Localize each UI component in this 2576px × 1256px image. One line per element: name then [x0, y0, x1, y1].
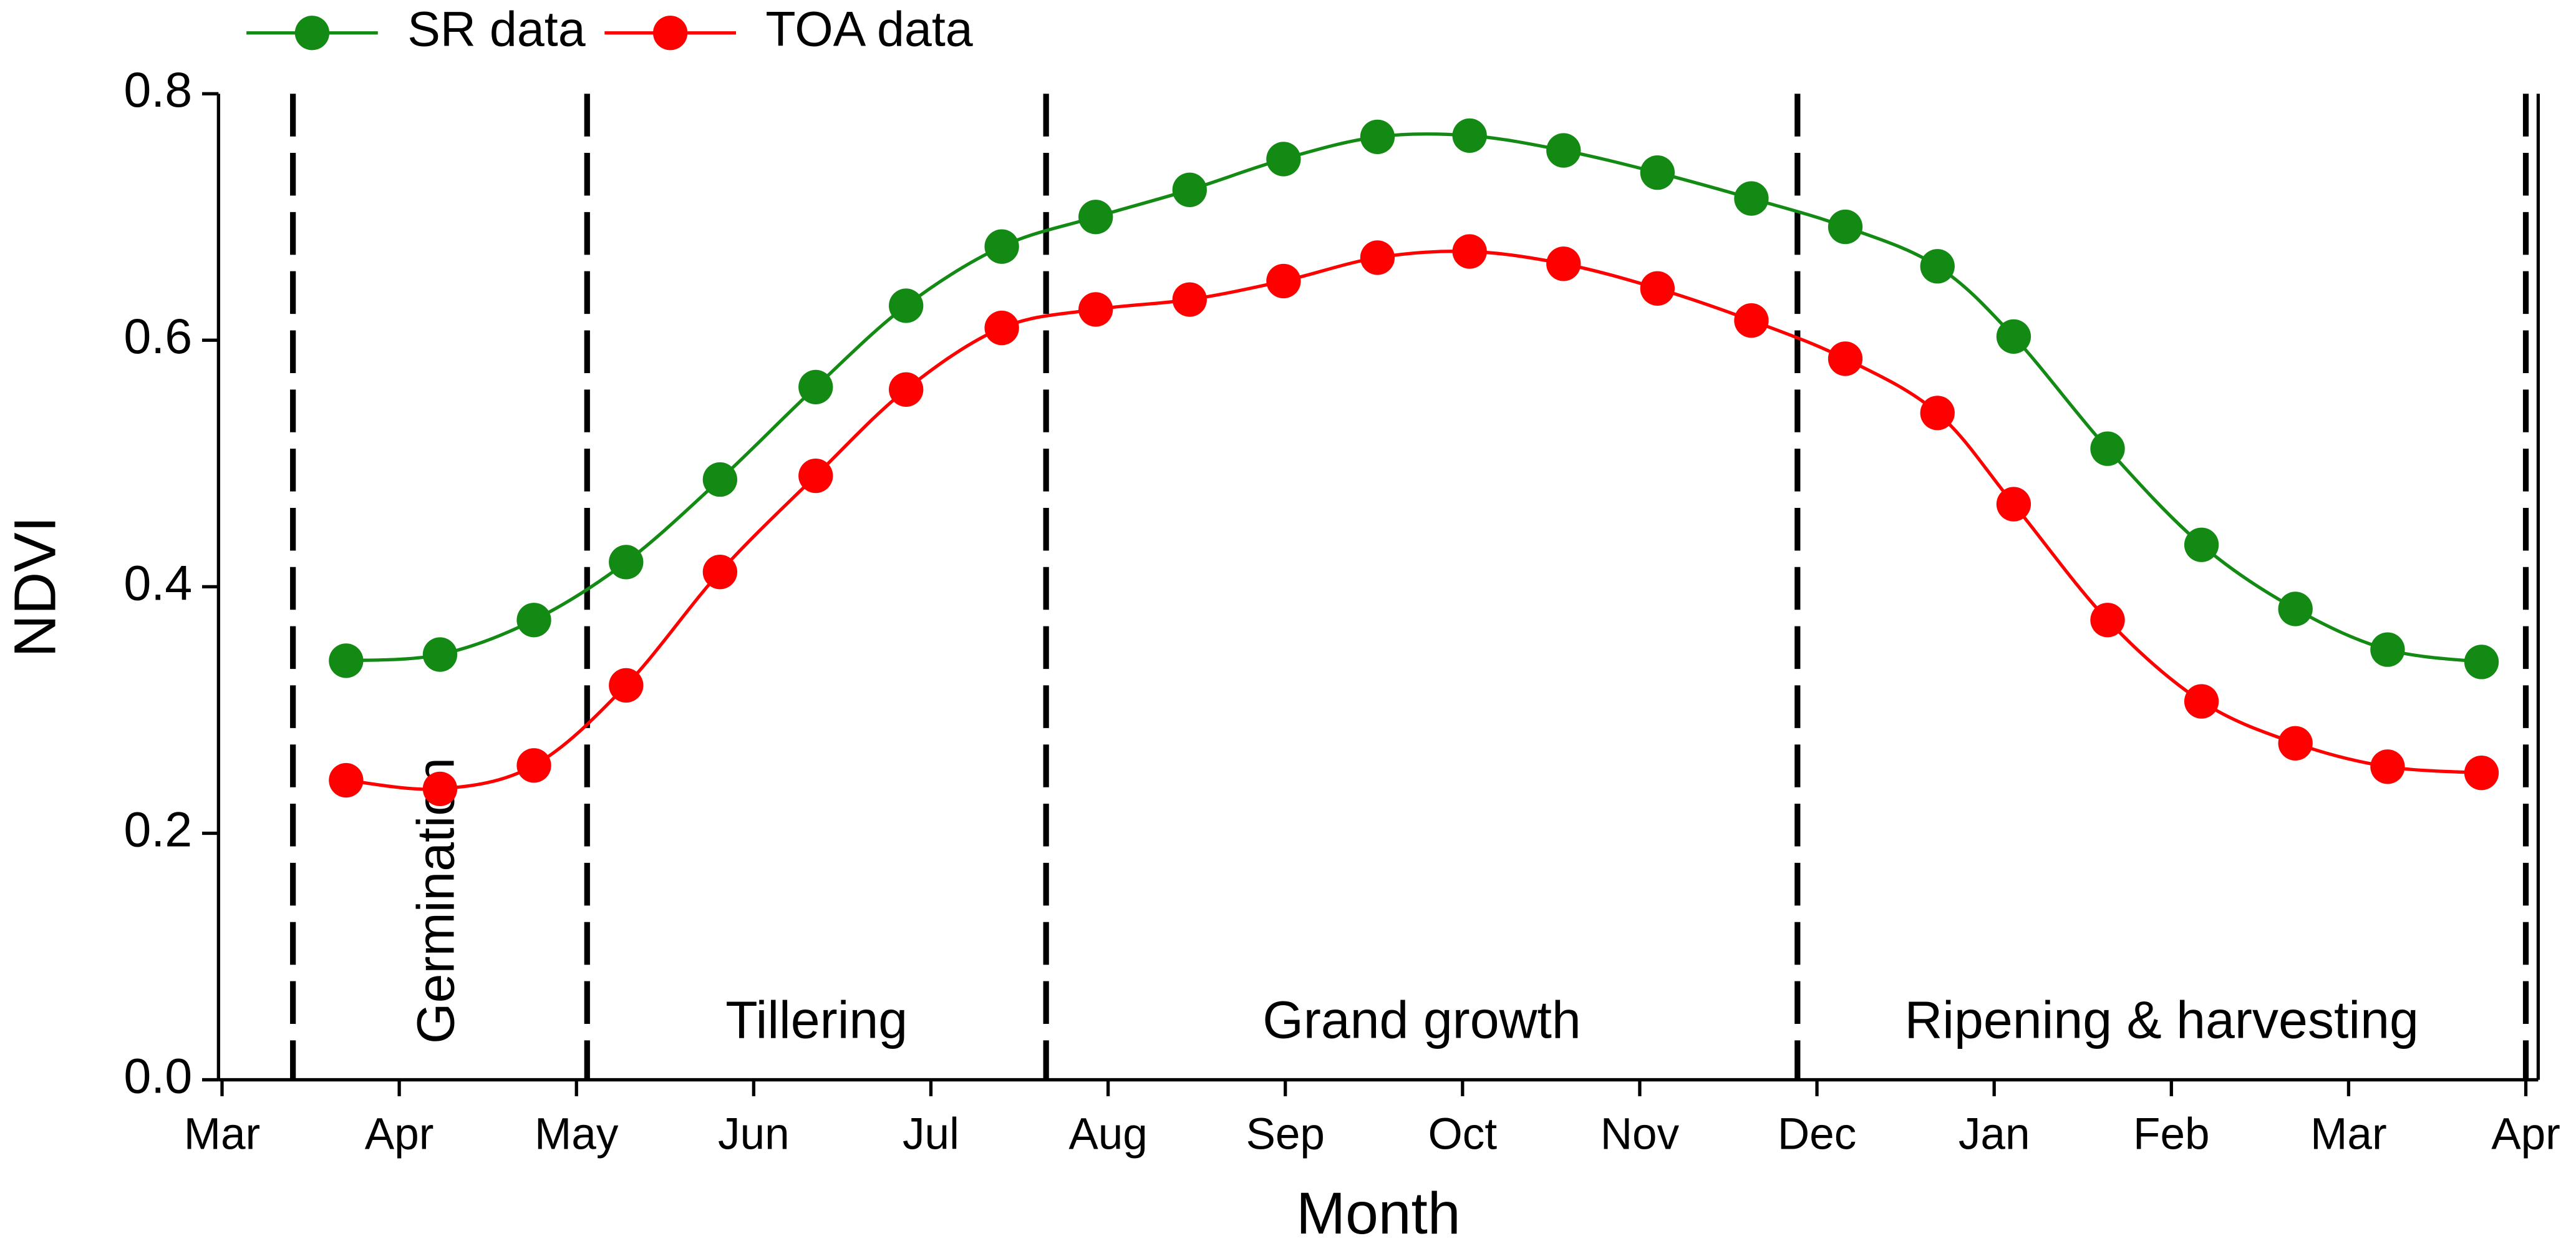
data-point: [2090, 603, 2125, 638]
data-point: [1734, 181, 1769, 216]
data-point: [609, 668, 644, 703]
data-point: [1996, 319, 2031, 354]
x-tick-label: Apr: [365, 1110, 434, 1159]
legend-marker: [652, 16, 688, 51]
data-point: [2278, 591, 2313, 626]
data-point: [1828, 341, 1863, 376]
data-point: [1452, 234, 1487, 269]
phase-label: Tillering: [725, 990, 908, 1049]
data-point: [1828, 209, 1863, 245]
x-tick-label: Apr: [2491, 1110, 2560, 1159]
data-point: [1172, 172, 1207, 207]
x-tick-label: Dec: [1778, 1110, 1856, 1159]
data-point: [1078, 200, 1113, 235]
x-tick-label: Nov: [1600, 1110, 1680, 1159]
x-tick-label: Jun: [718, 1110, 790, 1159]
data-point: [329, 762, 364, 798]
data-point: [889, 288, 924, 323]
data-point: [889, 372, 924, 407]
data-point: [2090, 431, 2125, 466]
data-point: [1734, 303, 1769, 338]
data-point: [2184, 527, 2219, 562]
x-tick-label: Feb: [2133, 1110, 2210, 1159]
x-tick-label: Jul: [903, 1110, 959, 1159]
x-tick-label: Sep: [1246, 1110, 1325, 1159]
data-point: [1452, 118, 1487, 153]
data-point: [1546, 133, 1581, 168]
data-point: [422, 637, 458, 672]
legend-marker: [294, 16, 330, 51]
data-point: [984, 310, 1019, 346]
data-point: [1546, 246, 1581, 281]
data-point: [329, 643, 364, 678]
legend-label: TOA data: [765, 1, 972, 57]
data-point: [1266, 263, 1301, 299]
series-line: [346, 132, 2482, 664]
data-point: [1078, 292, 1113, 327]
phase-label: Grand growth: [1262, 990, 1581, 1049]
data-point: [422, 771, 458, 807]
phase-label: Ripening & harvesting: [1904, 990, 2418, 1049]
data-point: [1360, 119, 1395, 155]
data-point: [2278, 726, 2313, 761]
data-point: [702, 555, 738, 590]
data-point: [2370, 749, 2405, 784]
data-point: [516, 748, 551, 783]
x-tick-label: Mar: [184, 1110, 260, 1159]
data-point: [2464, 756, 2499, 791]
data-point: [2184, 684, 2219, 719]
data-point: [2370, 632, 2405, 667]
y-tick-label: 0.6: [123, 308, 192, 364]
x-tick-label: Mar: [2310, 1110, 2386, 1159]
data-point: [1920, 249, 1955, 284]
data-point: [1996, 487, 2031, 522]
x-tick-label: Aug: [1068, 1110, 1148, 1159]
data-point: [798, 369, 833, 405]
data-point: [1640, 155, 1675, 190]
y-tick-label: 0.0: [123, 1048, 192, 1103]
data-point: [702, 462, 738, 497]
data-point: [516, 603, 551, 638]
data-point: [1266, 142, 1301, 177]
y-tick-label: 0.8: [123, 62, 192, 117]
legend-label: SR data: [407, 1, 586, 57]
data-point: [1360, 240, 1395, 275]
data-point: [2464, 645, 2499, 679]
x-tick-label: May: [535, 1110, 619, 1159]
x-tick-label: Oct: [1428, 1110, 1498, 1159]
y-tick-label: 0.4: [123, 555, 192, 610]
data-point: [984, 229, 1019, 264]
y-tick-label: 0.2: [123, 801, 192, 857]
x-axis-title: Month: [1296, 1181, 1461, 1247]
x-tick-label: Jan: [1959, 1110, 2030, 1159]
data-point: [1640, 271, 1675, 306]
series-line: [346, 250, 2482, 791]
data-point: [1920, 396, 1955, 431]
y-axis-title: NDVI: [2, 516, 68, 658]
data-point: [798, 458, 833, 494]
data-point: [609, 545, 644, 580]
data-point: [1172, 282, 1207, 317]
